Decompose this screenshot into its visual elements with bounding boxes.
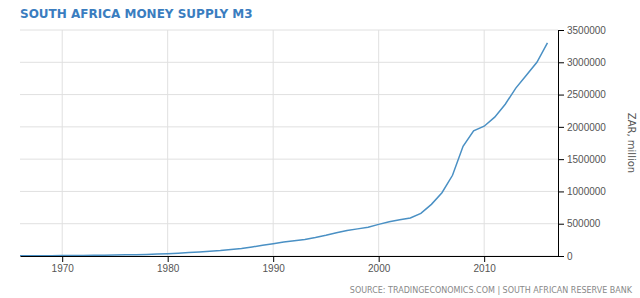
grid-line-y [20, 191, 558, 192]
x-tick-mark [484, 256, 485, 262]
x-tick: 2000 [368, 256, 391, 274]
y-tick-mark [558, 256, 564, 257]
grid-line-y [20, 223, 558, 224]
y-tick-label: 1500000 [567, 154, 606, 165]
y-tick-label: 0 [567, 251, 573, 262]
x-tick: 1970 [52, 256, 75, 274]
source: SOURCE: TRADINGECONOMICS.COM | SOUTH AFR… [350, 286, 633, 295]
grid-line-y [20, 30, 558, 31]
chart: 1970 1980 1990 2000 2010 0 500000 1000000 150000… [0, 0, 640, 298]
y-tick-label: 3500000 [567, 25, 606, 36]
grid-line-x [484, 30, 485, 256]
y-tick-mark [558, 159, 564, 160]
x-tick-label: 1990 [263, 263, 286, 274]
y-tick: 1000000 [558, 186, 606, 197]
y-tick: 3000000 [558, 57, 606, 68]
y-axis-title: ZAR, million [626, 113, 637, 173]
y-tick-mark [558, 127, 564, 128]
x-tick-mark [379, 256, 380, 262]
x-tick: 1980 [157, 256, 180, 274]
grid [20, 30, 558, 256]
y-tick: 2500000 [558, 89, 606, 100]
y-tick: 1500000 [558, 154, 606, 165]
x-tick-mark [62, 256, 63, 262]
grid-line-y [20, 94, 558, 95]
y-tick-mark [558, 191, 564, 192]
x-tick: 2010 [474, 256, 497, 274]
x-tick-label: 2000 [368, 263, 391, 274]
x-tick-label: 2010 [474, 263, 497, 274]
y-tick-label: 2500000 [567, 89, 606, 100]
x-tick: 1990 [263, 256, 286, 274]
y-tick: 0 [558, 251, 573, 262]
line [20, 43, 547, 256]
x-tick-label: 1970 [52, 263, 75, 274]
grid-line-y [20, 159, 558, 160]
y-tick-label: 3000000 [567, 57, 606, 68]
grid-line-x [167, 30, 168, 256]
x-axis-line [21, 256, 559, 257]
y-tick-mark [558, 30, 564, 31]
y-tick: 2000000 [558, 122, 606, 133]
y-tick: 3500000 [558, 25, 606, 36]
y-axis: 0 500000 1000000 1500000 2000000 2500000 30000… [558, 25, 606, 262]
x-axis: 1970 1980 1990 2000 2010 [21, 256, 559, 274]
series [20, 43, 547, 256]
y-tick: 500000 [558, 218, 601, 229]
grid-line-x [273, 30, 274, 256]
x-tick-mark [168, 256, 169, 262]
y-tick-label: 1000000 [567, 186, 606, 197]
grid-line-x [378, 30, 379, 256]
grid-line-y [20, 62, 558, 63]
y-axis-line [558, 31, 559, 257]
x-tick-mark [273, 256, 274, 262]
grid-line-x [62, 30, 63, 256]
y-tick-label: 2000000 [567, 122, 606, 133]
title: SOUTH AFRICA MONEY SUPPLY M3 [20, 7, 253, 21]
plot-area: 1970 1980 1990 2000 2010 0 500000 1000000 150000… [20, 25, 606, 274]
grid-line-y [20, 126, 558, 127]
y-tick-label: 500000 [567, 218, 601, 229]
y-tick-mark [558, 62, 564, 63]
y-tick-mark [558, 224, 564, 225]
y-tick-mark [558, 95, 564, 96]
x-tick-label: 1980 [157, 263, 180, 274]
